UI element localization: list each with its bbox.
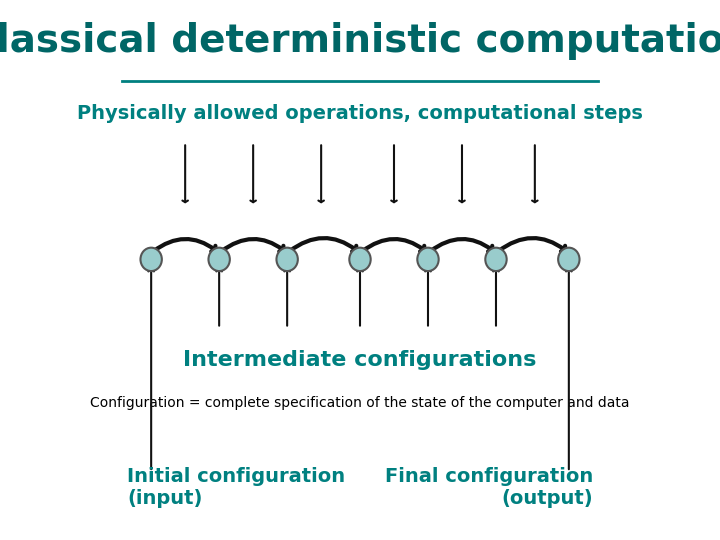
- Circle shape: [485, 248, 507, 271]
- Circle shape: [209, 248, 230, 271]
- Circle shape: [349, 248, 371, 271]
- Circle shape: [140, 248, 162, 271]
- Circle shape: [276, 248, 298, 271]
- Text: Intermediate configurations: Intermediate configurations: [184, 350, 536, 370]
- Text: Final configuration
(output): Final configuration (output): [385, 468, 593, 509]
- Circle shape: [418, 248, 438, 271]
- Text: Physically allowed operations, computational steps: Physically allowed operations, computati…: [77, 104, 643, 123]
- Circle shape: [558, 248, 580, 271]
- Text: Classical deterministic computation: Classical deterministic computation: [0, 22, 720, 60]
- Text: Initial configuration
(input): Initial configuration (input): [127, 468, 345, 509]
- Text: Configuration = complete specification of the state of the computer and data: Configuration = complete specification o…: [90, 396, 630, 410]
